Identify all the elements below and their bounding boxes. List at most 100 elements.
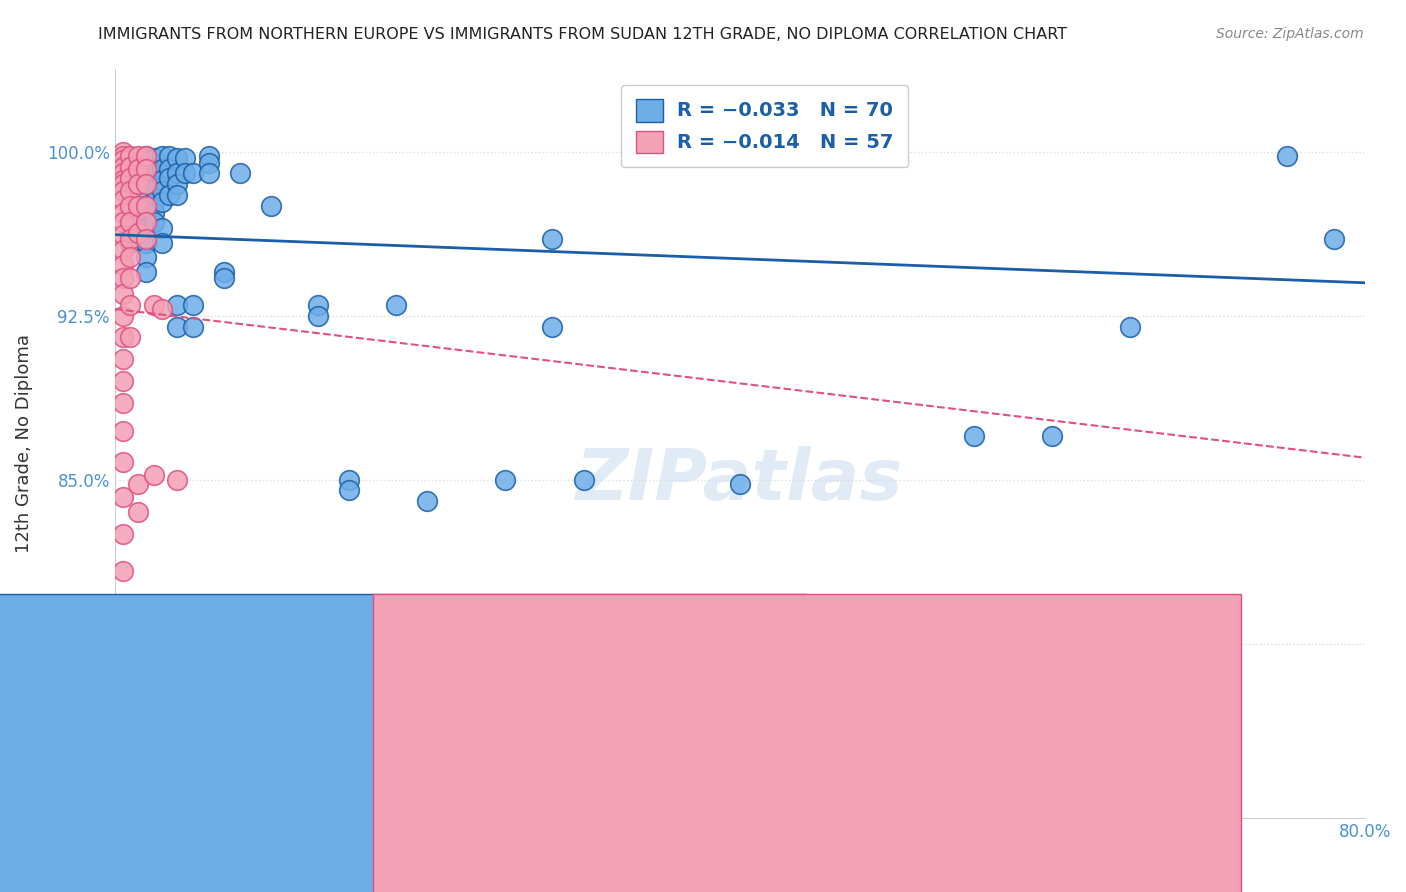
Point bbox=[120, 184, 142, 198]
Point bbox=[150, 221, 173, 235]
Point bbox=[541, 319, 564, 334]
Point bbox=[120, 236, 142, 251]
Text: IMMIGRANTS FROM NORTHERN EUROPE VS IMMIGRANTS FROM SUDAN 12TH GRADE, NO DIPLOMA : IMMIGRANTS FROM NORTHERN EUROPE VS IMMIG… bbox=[98, 27, 1067, 42]
Point bbox=[135, 236, 157, 251]
Point bbox=[111, 490, 134, 504]
Point bbox=[111, 145, 134, 159]
Point bbox=[142, 166, 165, 180]
Point bbox=[111, 166, 134, 180]
Point bbox=[120, 170, 142, 185]
Point bbox=[159, 188, 181, 202]
Point bbox=[142, 151, 165, 165]
Point bbox=[963, 429, 986, 443]
Point bbox=[120, 232, 142, 246]
Point bbox=[111, 352, 134, 367]
Point bbox=[416, 494, 439, 508]
Point bbox=[159, 149, 181, 163]
Point bbox=[111, 271, 134, 285]
Point bbox=[120, 298, 142, 312]
Point bbox=[150, 236, 173, 251]
Point bbox=[111, 178, 134, 192]
Point bbox=[181, 648, 204, 662]
Point bbox=[120, 214, 142, 228]
Point bbox=[159, 162, 181, 177]
Point bbox=[135, 149, 157, 163]
Point bbox=[127, 149, 149, 163]
Point bbox=[181, 166, 204, 180]
Text: ZIPatlas: ZIPatlas bbox=[576, 447, 904, 516]
Point bbox=[150, 184, 173, 198]
Point bbox=[494, 473, 516, 487]
Point bbox=[142, 194, 165, 209]
Point bbox=[1040, 724, 1063, 739]
Point bbox=[135, 210, 157, 224]
Point bbox=[197, 166, 219, 180]
Point bbox=[111, 374, 134, 388]
Point bbox=[111, 425, 134, 439]
Point bbox=[111, 184, 134, 198]
Point bbox=[150, 194, 173, 209]
Point bbox=[135, 160, 157, 174]
Point bbox=[166, 188, 188, 202]
Point bbox=[174, 166, 197, 180]
Point bbox=[385, 298, 408, 312]
Text: Immigrants from Northern Europe: Immigrants from Northern Europe bbox=[394, 852, 675, 870]
Legend: R = −0.033   N = 70, R = −0.014   N = 57: R = −0.033 N = 70, R = −0.014 N = 57 bbox=[621, 85, 908, 167]
Point bbox=[135, 178, 157, 192]
Point bbox=[111, 160, 134, 174]
Point bbox=[111, 258, 134, 272]
Point bbox=[572, 473, 595, 487]
Point bbox=[166, 178, 188, 192]
Point bbox=[166, 166, 188, 180]
Point bbox=[135, 199, 157, 213]
Point bbox=[1119, 319, 1142, 334]
Point bbox=[1040, 429, 1063, 443]
Point bbox=[120, 250, 142, 264]
Point bbox=[111, 309, 134, 323]
Point bbox=[135, 199, 157, 213]
Point bbox=[197, 149, 219, 163]
Point bbox=[181, 319, 204, 334]
Point bbox=[337, 483, 360, 498]
Point bbox=[127, 162, 149, 177]
Point bbox=[111, 193, 134, 207]
Point bbox=[181, 298, 204, 312]
Point bbox=[120, 199, 142, 213]
Point bbox=[111, 286, 134, 301]
Point bbox=[120, 214, 142, 228]
Point bbox=[307, 298, 329, 312]
Point bbox=[142, 468, 165, 483]
Point bbox=[1322, 232, 1344, 246]
Point bbox=[166, 298, 188, 312]
Point bbox=[111, 149, 134, 163]
Point bbox=[728, 477, 751, 491]
Point bbox=[120, 149, 142, 163]
Point bbox=[127, 199, 149, 213]
Point bbox=[166, 319, 188, 334]
Point bbox=[541, 232, 564, 246]
Point bbox=[150, 149, 173, 163]
Point bbox=[135, 221, 157, 235]
Point bbox=[111, 206, 134, 220]
Point bbox=[307, 309, 329, 323]
Point bbox=[150, 301, 173, 316]
Point bbox=[142, 214, 165, 228]
Point bbox=[142, 206, 165, 220]
Point bbox=[111, 173, 134, 187]
Point bbox=[111, 565, 134, 579]
Point bbox=[120, 155, 142, 169]
Point bbox=[120, 227, 142, 242]
Point bbox=[135, 188, 157, 202]
Point bbox=[229, 166, 252, 180]
Point bbox=[111, 227, 134, 242]
Point bbox=[135, 162, 157, 177]
Point bbox=[111, 527, 134, 541]
Point bbox=[127, 505, 149, 519]
Point bbox=[120, 166, 142, 180]
Point bbox=[111, 396, 134, 410]
Point bbox=[120, 271, 142, 285]
Point bbox=[111, 330, 134, 344]
Point bbox=[111, 153, 134, 168]
Point bbox=[135, 214, 157, 228]
Point bbox=[159, 170, 181, 185]
